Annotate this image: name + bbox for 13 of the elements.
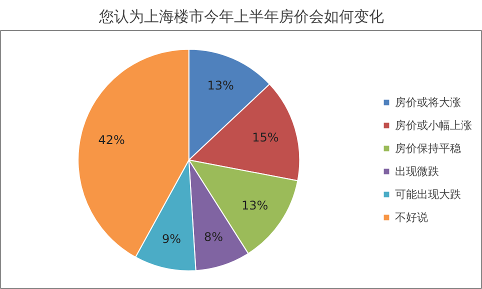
legend-label: 房价保持平稳	[395, 140, 461, 156]
legend-label: 可能出现大跌	[395, 186, 461, 202]
chart-title: 您认为上海楼市今年上半年房价会如何变化	[98, 8, 384, 26]
data-label: 15%	[252, 130, 279, 144]
legend-label: 房价或小幅上涨	[395, 118, 472, 132]
legend-label: 房价或将大涨	[395, 94, 461, 110]
data-label: 13%	[242, 198, 268, 213]
data-label: 8%	[204, 230, 224, 244]
data-label: 42%	[98, 132, 125, 147]
data-label: 13%	[207, 78, 234, 93]
data-label: 9%	[162, 232, 181, 246]
legend-label: 不好说	[395, 210, 428, 224]
legend-label: 出现微跌	[395, 164, 439, 178]
